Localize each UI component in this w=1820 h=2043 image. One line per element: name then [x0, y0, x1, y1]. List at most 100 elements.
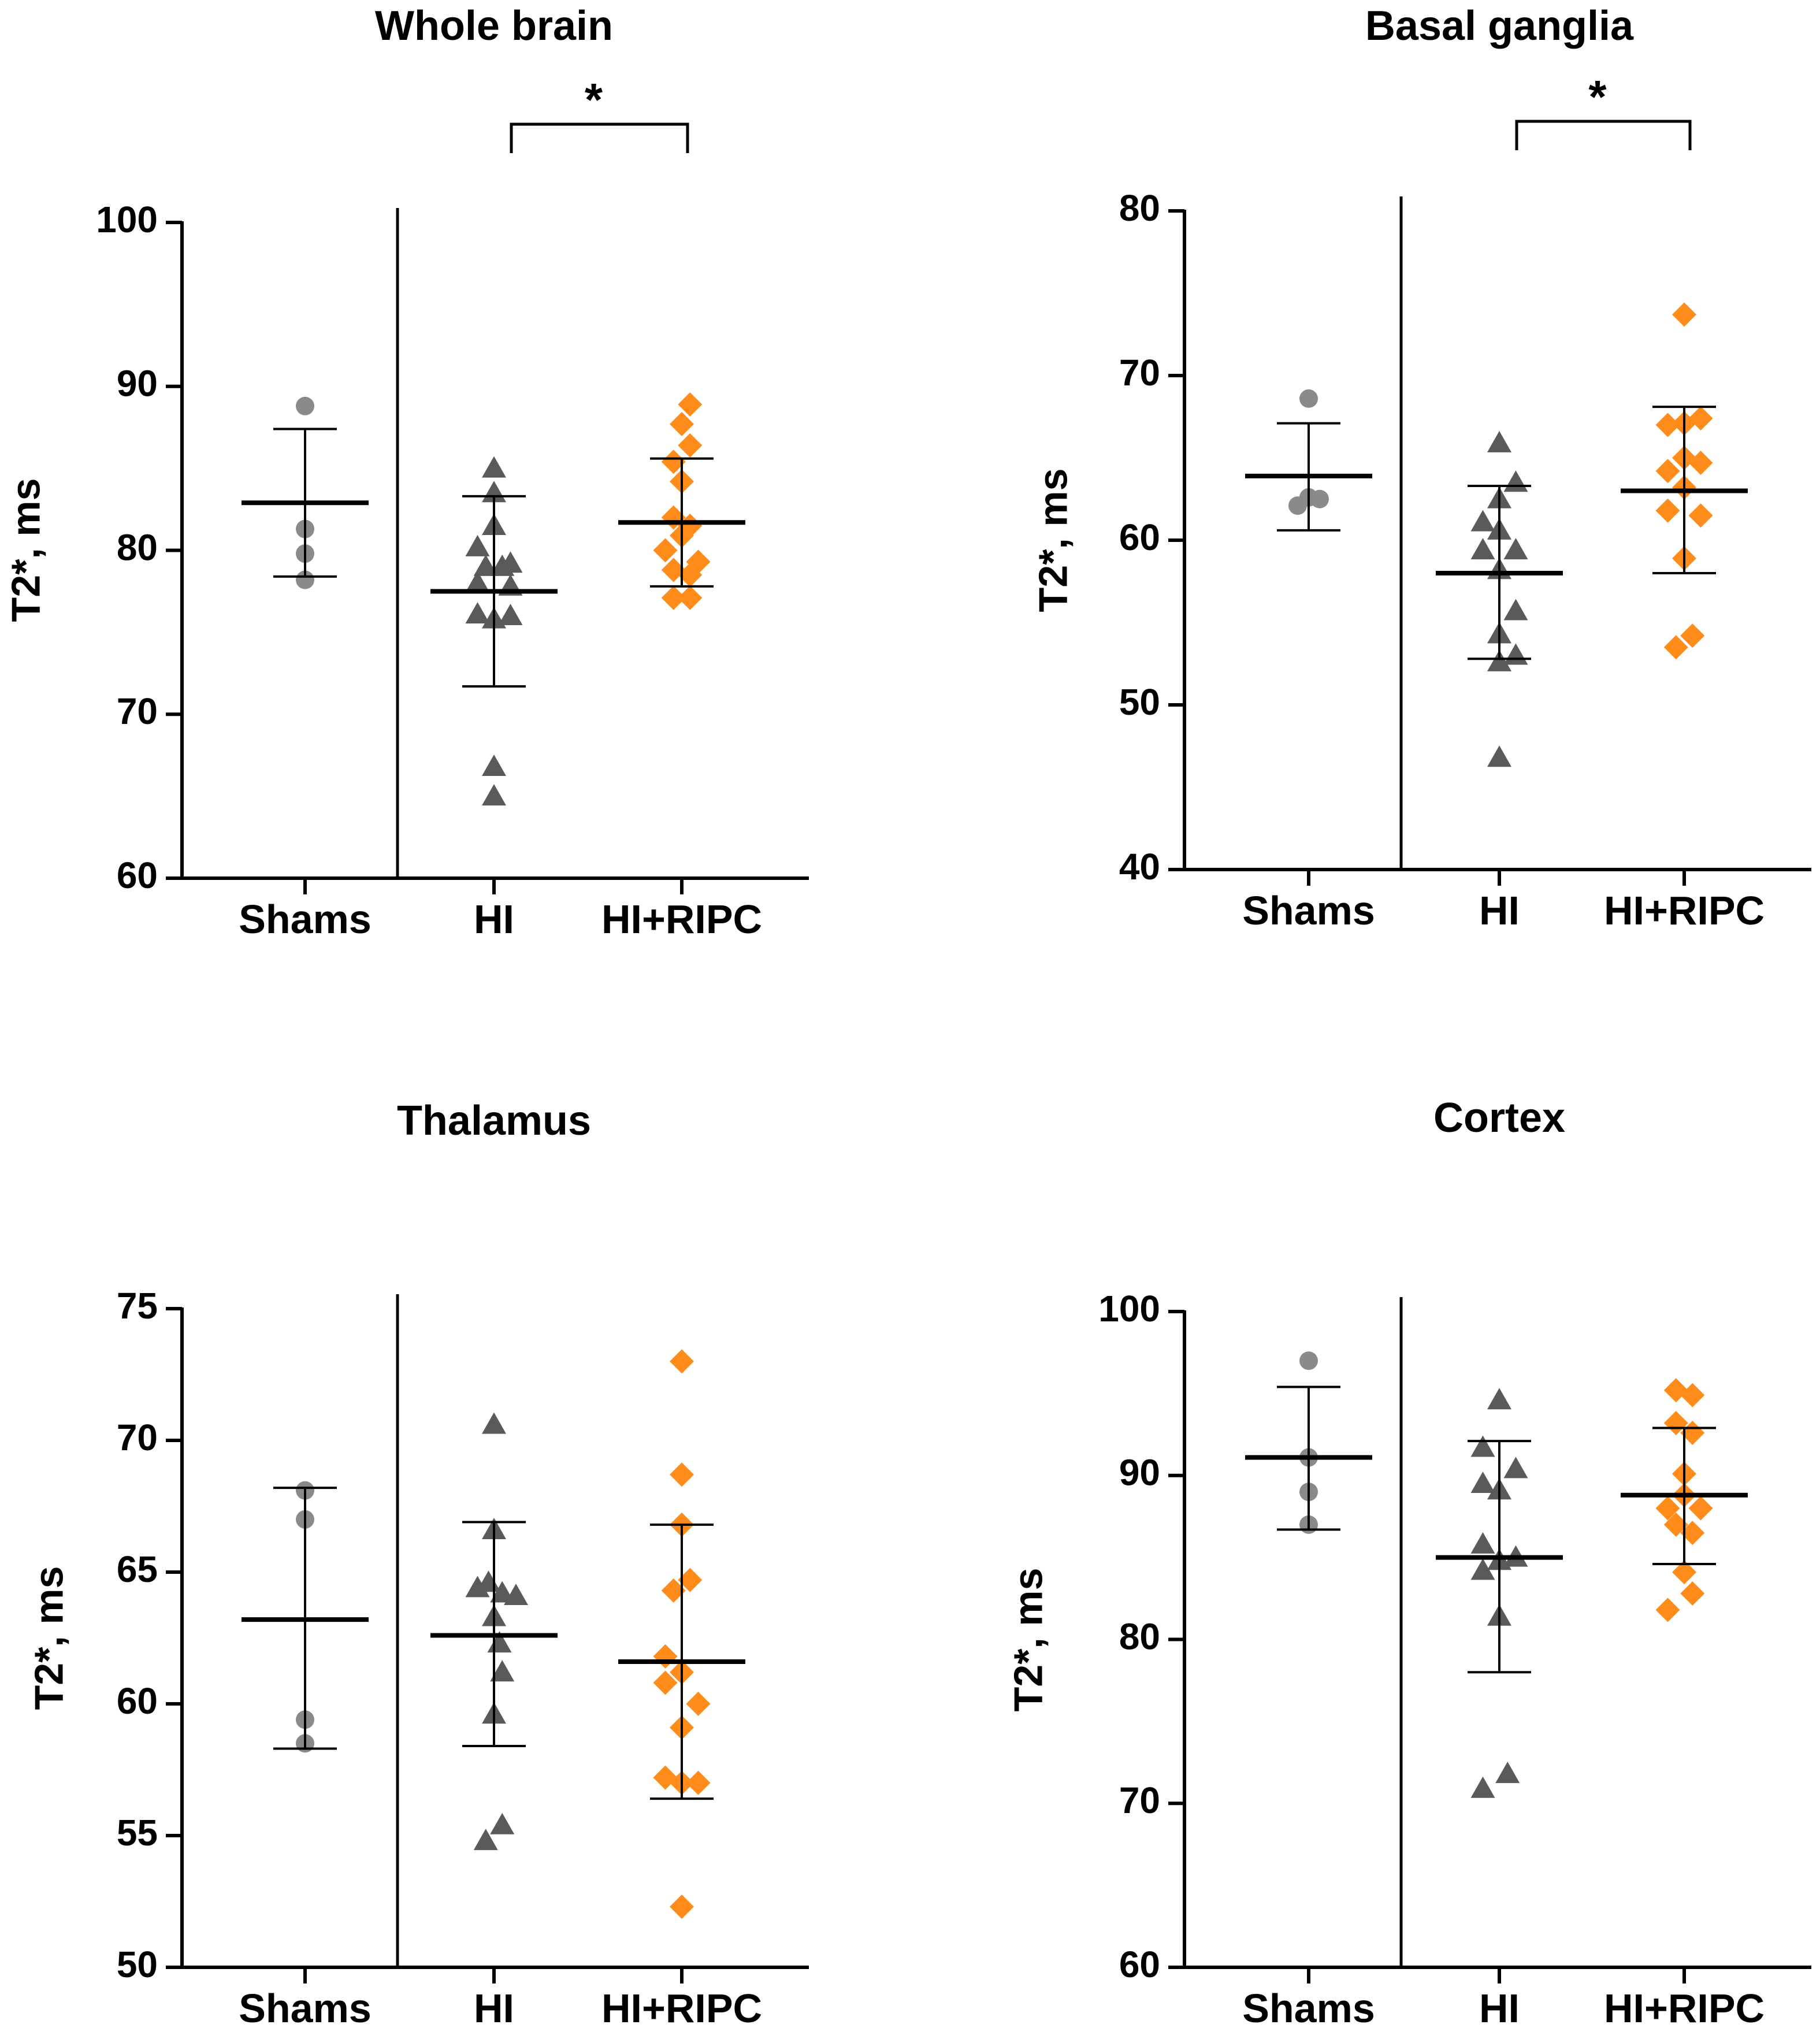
- x-tick-label: HI: [1479, 1986, 1520, 2031]
- data-point: [661, 1578, 686, 1603]
- data-point: [473, 1829, 498, 1851]
- y-tick-label: 65: [117, 1548, 158, 1590]
- x-tick-label: Shams: [1242, 1986, 1375, 2031]
- data-point: [1655, 1496, 1680, 1521]
- series-hi-ripc: [1621, 1378, 1748, 1622]
- data-point: [1688, 451, 1713, 476]
- data-point: [678, 585, 703, 610]
- y-axis-label: T2*, ms: [1030, 469, 1075, 612]
- x-tick-label: HI+RIPC: [1604, 888, 1765, 933]
- data-point: [1487, 649, 1511, 671]
- y-tick-label: 100: [96, 199, 158, 240]
- data-point: [473, 554, 498, 576]
- data-point: [661, 450, 686, 474]
- y-axis-label: T2*, ms: [26, 1566, 71, 1710]
- series-shams: [242, 1481, 369, 1753]
- series-hi-ripc: [1621, 302, 1748, 660]
- x-tick-label: HI: [474, 897, 514, 942]
- data-point: [1470, 1776, 1495, 1798]
- y-axis-label: T2*, ms: [1005, 1568, 1050, 1712]
- data-point: [678, 433, 703, 458]
- data-point: [678, 563, 703, 588]
- data-point: [670, 1462, 694, 1487]
- x-tick-label: HI+RIPC: [1604, 1986, 1765, 2031]
- y-tick-label: 50: [1119, 681, 1160, 723]
- data-point: [1470, 1532, 1495, 1554]
- x-tick-label: Shams: [239, 1986, 372, 2031]
- data-point: [653, 1644, 678, 1669]
- data-point: [1503, 643, 1528, 665]
- data-point: [504, 1584, 528, 1606]
- x-tick-label: HI+RIPC: [601, 897, 762, 942]
- data-point: [1503, 470, 1528, 492]
- x-tick-label: HI: [474, 1986, 514, 2031]
- series-shams: [242, 396, 369, 589]
- significance-bracket: [510, 122, 689, 153]
- y-tick-label: 70: [1119, 1780, 1160, 1821]
- data-point: [1680, 1581, 1705, 1606]
- data-point: [1503, 599, 1528, 621]
- x-tick-label: HI+RIPC: [601, 1986, 762, 2031]
- data-point: [1680, 1383, 1705, 1407]
- data-point: [1470, 1558, 1495, 1580]
- series-hi-ripc: [618, 1349, 745, 1919]
- data-point: [1680, 623, 1705, 648]
- data-point: [490, 1581, 515, 1603]
- x-tick-label: Shams: [1242, 888, 1375, 933]
- data-point: [670, 1895, 694, 1919]
- y-tick-label: 60: [117, 1680, 158, 1722]
- y-tick-label: 60: [1119, 1944, 1160, 1985]
- data-point: [1495, 1762, 1520, 1784]
- series-hi: [430, 456, 558, 806]
- data-point: [482, 755, 506, 777]
- data-point: [1299, 1351, 1318, 1370]
- data-point: [1470, 510, 1495, 532]
- data-point: [1655, 498, 1680, 523]
- data-point: [1672, 1560, 1696, 1585]
- data-point: [465, 571, 490, 593]
- panel-title: Whole brain: [375, 3, 613, 49]
- data-point: [482, 784, 506, 806]
- data-point: [490, 1660, 515, 1682]
- data-point: [1470, 1435, 1495, 1457]
- data-point: [1688, 1496, 1713, 1521]
- data-point: [1688, 503, 1713, 528]
- y-tick-label: 60: [117, 855, 158, 896]
- data-point: [1680, 1521, 1705, 1546]
- y-tick-label: 40: [1119, 846, 1160, 887]
- data-point: [686, 1770, 711, 1795]
- x-tick-label: Shams: [239, 897, 372, 942]
- series-hi: [1436, 1388, 1563, 1798]
- y-tick-label: 90: [117, 363, 158, 404]
- data-point: [1663, 635, 1688, 660]
- data-point: [653, 538, 678, 563]
- data-point: [1672, 302, 1696, 327]
- y-tick-label: 80: [117, 526, 158, 568]
- data-point: [465, 534, 490, 556]
- y-tick-label: 50: [117, 1944, 158, 1985]
- series-shams: [1245, 389, 1372, 532]
- data-point: [653, 1670, 678, 1695]
- data-point: [1310, 489, 1329, 508]
- data-point: [1655, 1598, 1680, 1622]
- y-tick-label: 60: [1119, 517, 1160, 558]
- data-point: [678, 392, 703, 417]
- panel-basal-ganglia: Basal ganglia T2*, ms 40 50 60 70 80 Shams HI HI+…: [1030, 3, 1811, 933]
- data-point: [661, 585, 686, 610]
- data-point: [1688, 406, 1713, 431]
- data-point: [1655, 459, 1680, 484]
- panel-whole-brain: Whole brain T2*, ms 60 70 80 90 100 Shams HI HI+R…: [3, 3, 809, 942]
- y-tick-label: 80: [1119, 1615, 1160, 1657]
- data-point: [296, 396, 314, 415]
- y-tick-label: 80: [1119, 187, 1160, 229]
- data-point: [670, 412, 694, 437]
- data-point: [1663, 1512, 1688, 1537]
- data-point: [1470, 538, 1495, 560]
- data-point: [670, 1349, 694, 1374]
- panel-title: Thalamus: [397, 1098, 591, 1144]
- series-hi-ripc: [618, 392, 745, 610]
- y-tick-label: 100: [1098, 1288, 1160, 1329]
- significance-star: *: [585, 74, 603, 125]
- data-point: [686, 1692, 711, 1716]
